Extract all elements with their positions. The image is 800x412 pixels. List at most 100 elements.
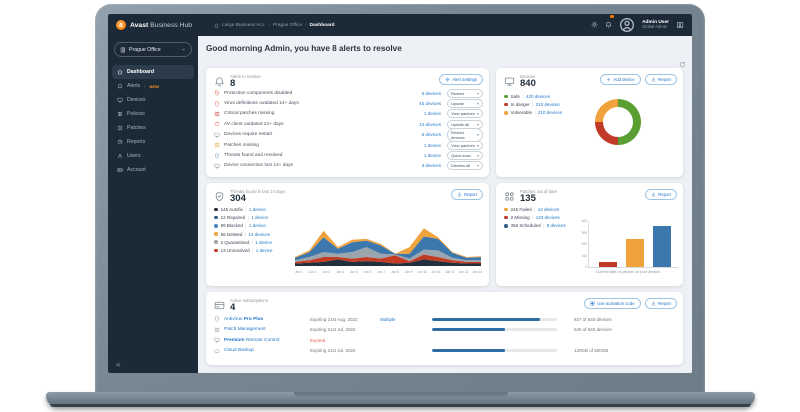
legend-label: Safe (510, 94, 520, 99)
subscription-name-link[interactable]: Premium Remote Control (224, 338, 310, 343)
legend-devices-link[interactable]: 1 device (255, 247, 273, 253)
subscription-expiry: Expiring 21st Jul, 2022 (310, 327, 356, 333)
progress-fill (432, 317, 540, 321)
sidebar-item-reports[interactable]: Reports (112, 135, 194, 149)
legend-devices-link[interactable]: 420 devices (525, 94, 550, 99)
monitor-icon (117, 97, 123, 103)
sidebar-item-patches[interactable]: Patches (112, 121, 194, 135)
legend-devices-link[interactable]: 1 device (248, 207, 266, 212)
alert-action-dropdown[interactable]: Dismiss all ▾ (447, 161, 483, 171)
x-tick-label: Jun 1 (294, 270, 303, 274)
gear-icon (445, 77, 450, 82)
action-label: Dismiss all (451, 163, 471, 169)
alert-devices-link[interactable]: 14 devices (419, 121, 441, 127)
alert-action-dropdown[interactable]: View patches ▾ (447, 109, 483, 119)
subscriptions-report-button[interactable]: Report (644, 298, 677, 309)
sidebar-item-label: Dashboard (127, 69, 155, 75)
legend-label: 145 Autofix (220, 207, 243, 212)
download-icon (651, 192, 656, 197)
legend-devices-link[interactable]: 14 devices (248, 231, 270, 237)
use-activation-code-button[interactable]: Use activation code (583, 298, 641, 309)
action-label: View patches (451, 111, 475, 117)
add-device-button[interactable]: Add device (599, 74, 641, 85)
monitor-icon (214, 163, 220, 169)
legend-dot (504, 102, 508, 107)
sidebar-collapse-button[interactable]: « (116, 360, 121, 369)
chevron-down-icon: ▾ (476, 121, 479, 127)
alert-action-dropdown[interactable]: View patches ▾ (447, 140, 483, 150)
alert-row: Protection components disabled 6 devices R… (214, 88, 483, 98)
alert-row: Threats found and resolved 1 device Quick … (214, 150, 483, 161)
subscription-name-link[interactable]: Cloud Backup (224, 348, 310, 353)
legend-label: Vulnerable (510, 110, 532, 116)
alert-devices-link[interactable]: 45 devices (419, 101, 441, 107)
sidebar-item-label: Users (127, 153, 141, 159)
patches-report-button[interactable]: Report (644, 189, 677, 200)
user-menu[interactable]: Admin User Global Admin (642, 20, 669, 30)
sidebar-item-dashboard[interactable]: Dashboard (112, 65, 194, 79)
subscription-usage: 540 of 840 devices (574, 327, 612, 333)
area-series-deleted (295, 228, 481, 258)
sidebar-nav: Dashboard Alerts | NEW Devices Policies Patche… (108, 65, 198, 177)
alert-action-dropdown[interactable]: Restart devices ▾ (447, 127, 483, 142)
sidebar-item-devices[interactable]: Devices (112, 93, 194, 107)
patches-icon (504, 191, 515, 202)
legend-devices-link[interactable]: 123 devices (535, 215, 560, 221)
legend-devices-link[interactable]: 1 device (255, 239, 272, 245)
subscription-name-link[interactable]: Antivirus Pro Plus (224, 317, 310, 322)
download-icon (457, 192, 462, 197)
breadcrumb-item[interactable]: Prague Office (272, 22, 303, 28)
new-badge: NEW (149, 83, 160, 89)
alert-devices-link[interactable]: 1 device (423, 153, 441, 159)
alert-devices-link[interactable]: 6 devices (421, 90, 441, 96)
laptop-base (46, 392, 755, 407)
monitor-icon (214, 132, 220, 138)
legend-dot (504, 111, 508, 115)
notifications-button[interactable] (605, 14, 614, 34)
home-icon (117, 69, 123, 75)
sidebar-item-alerts[interactable]: Alerts | NEW (112, 79, 194, 93)
legend-devices-link[interactable]: 6 devices (546, 223, 566, 229)
subscription-name-link[interactable]: Patch Management (224, 327, 310, 332)
legend-devices-link[interactable]: 210 devices (538, 110, 563, 116)
separator: | (245, 207, 247, 212)
subscriptions-card: Active subscriptions 4 Use activation co… (206, 292, 683, 365)
alert-devices-link[interactable]: 1 device (423, 142, 441, 148)
alert-action-dropdown[interactable]: Update ▾ (447, 99, 483, 109)
threats-report-button[interactable]: Report (450, 189, 483, 200)
alert-devices-link[interactable]: 1 device (423, 111, 441, 117)
subscription-extra-link[interactable]: Multiple (380, 316, 396, 322)
legend-devices-link[interactable]: 1 device (251, 215, 268, 221)
x-tick-label: Jun 8 (390, 270, 399, 274)
sidebar-item-account[interactable]: Account (112, 163, 194, 177)
patches-legend: 245 Failed | 14 devices 2 Missing | 123 devic… (504, 207, 566, 232)
sidebar-item-users[interactable]: Users (112, 149, 194, 163)
alert-devices-link[interactable]: 3 devices (421, 163, 441, 169)
alerts-count: 8 (230, 78, 236, 89)
sidebar-item-policies[interactable]: Policies (112, 107, 194, 121)
breadcrumb-item[interactable]: Large Business Acc. (222, 22, 266, 28)
legend-devices-link[interactable]: 1 device (248, 223, 266, 229)
legend-item: 12 Repaired | 1 device (214, 215, 272, 220)
alert-settings-button[interactable]: Alert settings (438, 74, 483, 85)
alert-action-dropdown[interactable]: Quick scan ▾ (447, 151, 483, 161)
settings-gear-button[interactable] (591, 16, 598, 34)
devices-report-button[interactable]: Report (644, 74, 677, 85)
alert-action-dropdown[interactable]: Restart ▾ (447, 88, 483, 98)
threats-count: 304 (230, 193, 246, 204)
subscription-row: Antivirus Pro Plus Expiring 21st Aug, 202… (214, 314, 675, 325)
legend-devices-link[interactable]: 14 devices (537, 207, 560, 212)
subscription-progress (432, 317, 560, 321)
action-label: Update all (451, 121, 470, 127)
console-switcher-button[interactable] (676, 16, 684, 34)
action-label: Quick scan (451, 153, 471, 159)
user-avatar[interactable] (619, 17, 635, 33)
site-selector-dropdown[interactable]: Prague Office (114, 42, 192, 57)
legend-item: 2 Quarantined | 1 device (214, 240, 272, 245)
legend-dot (504, 215, 508, 220)
subscription-progress (432, 328, 560, 332)
subscription-row: Patch Management Expiring 21st Jul, 2022 5… (214, 325, 675, 336)
alert-devices-link[interactable]: 6 devices (421, 132, 441, 138)
breadcrumb-separator: / (305, 22, 307, 28)
legend-devices-link[interactable]: 210 devices (535, 102, 560, 108)
